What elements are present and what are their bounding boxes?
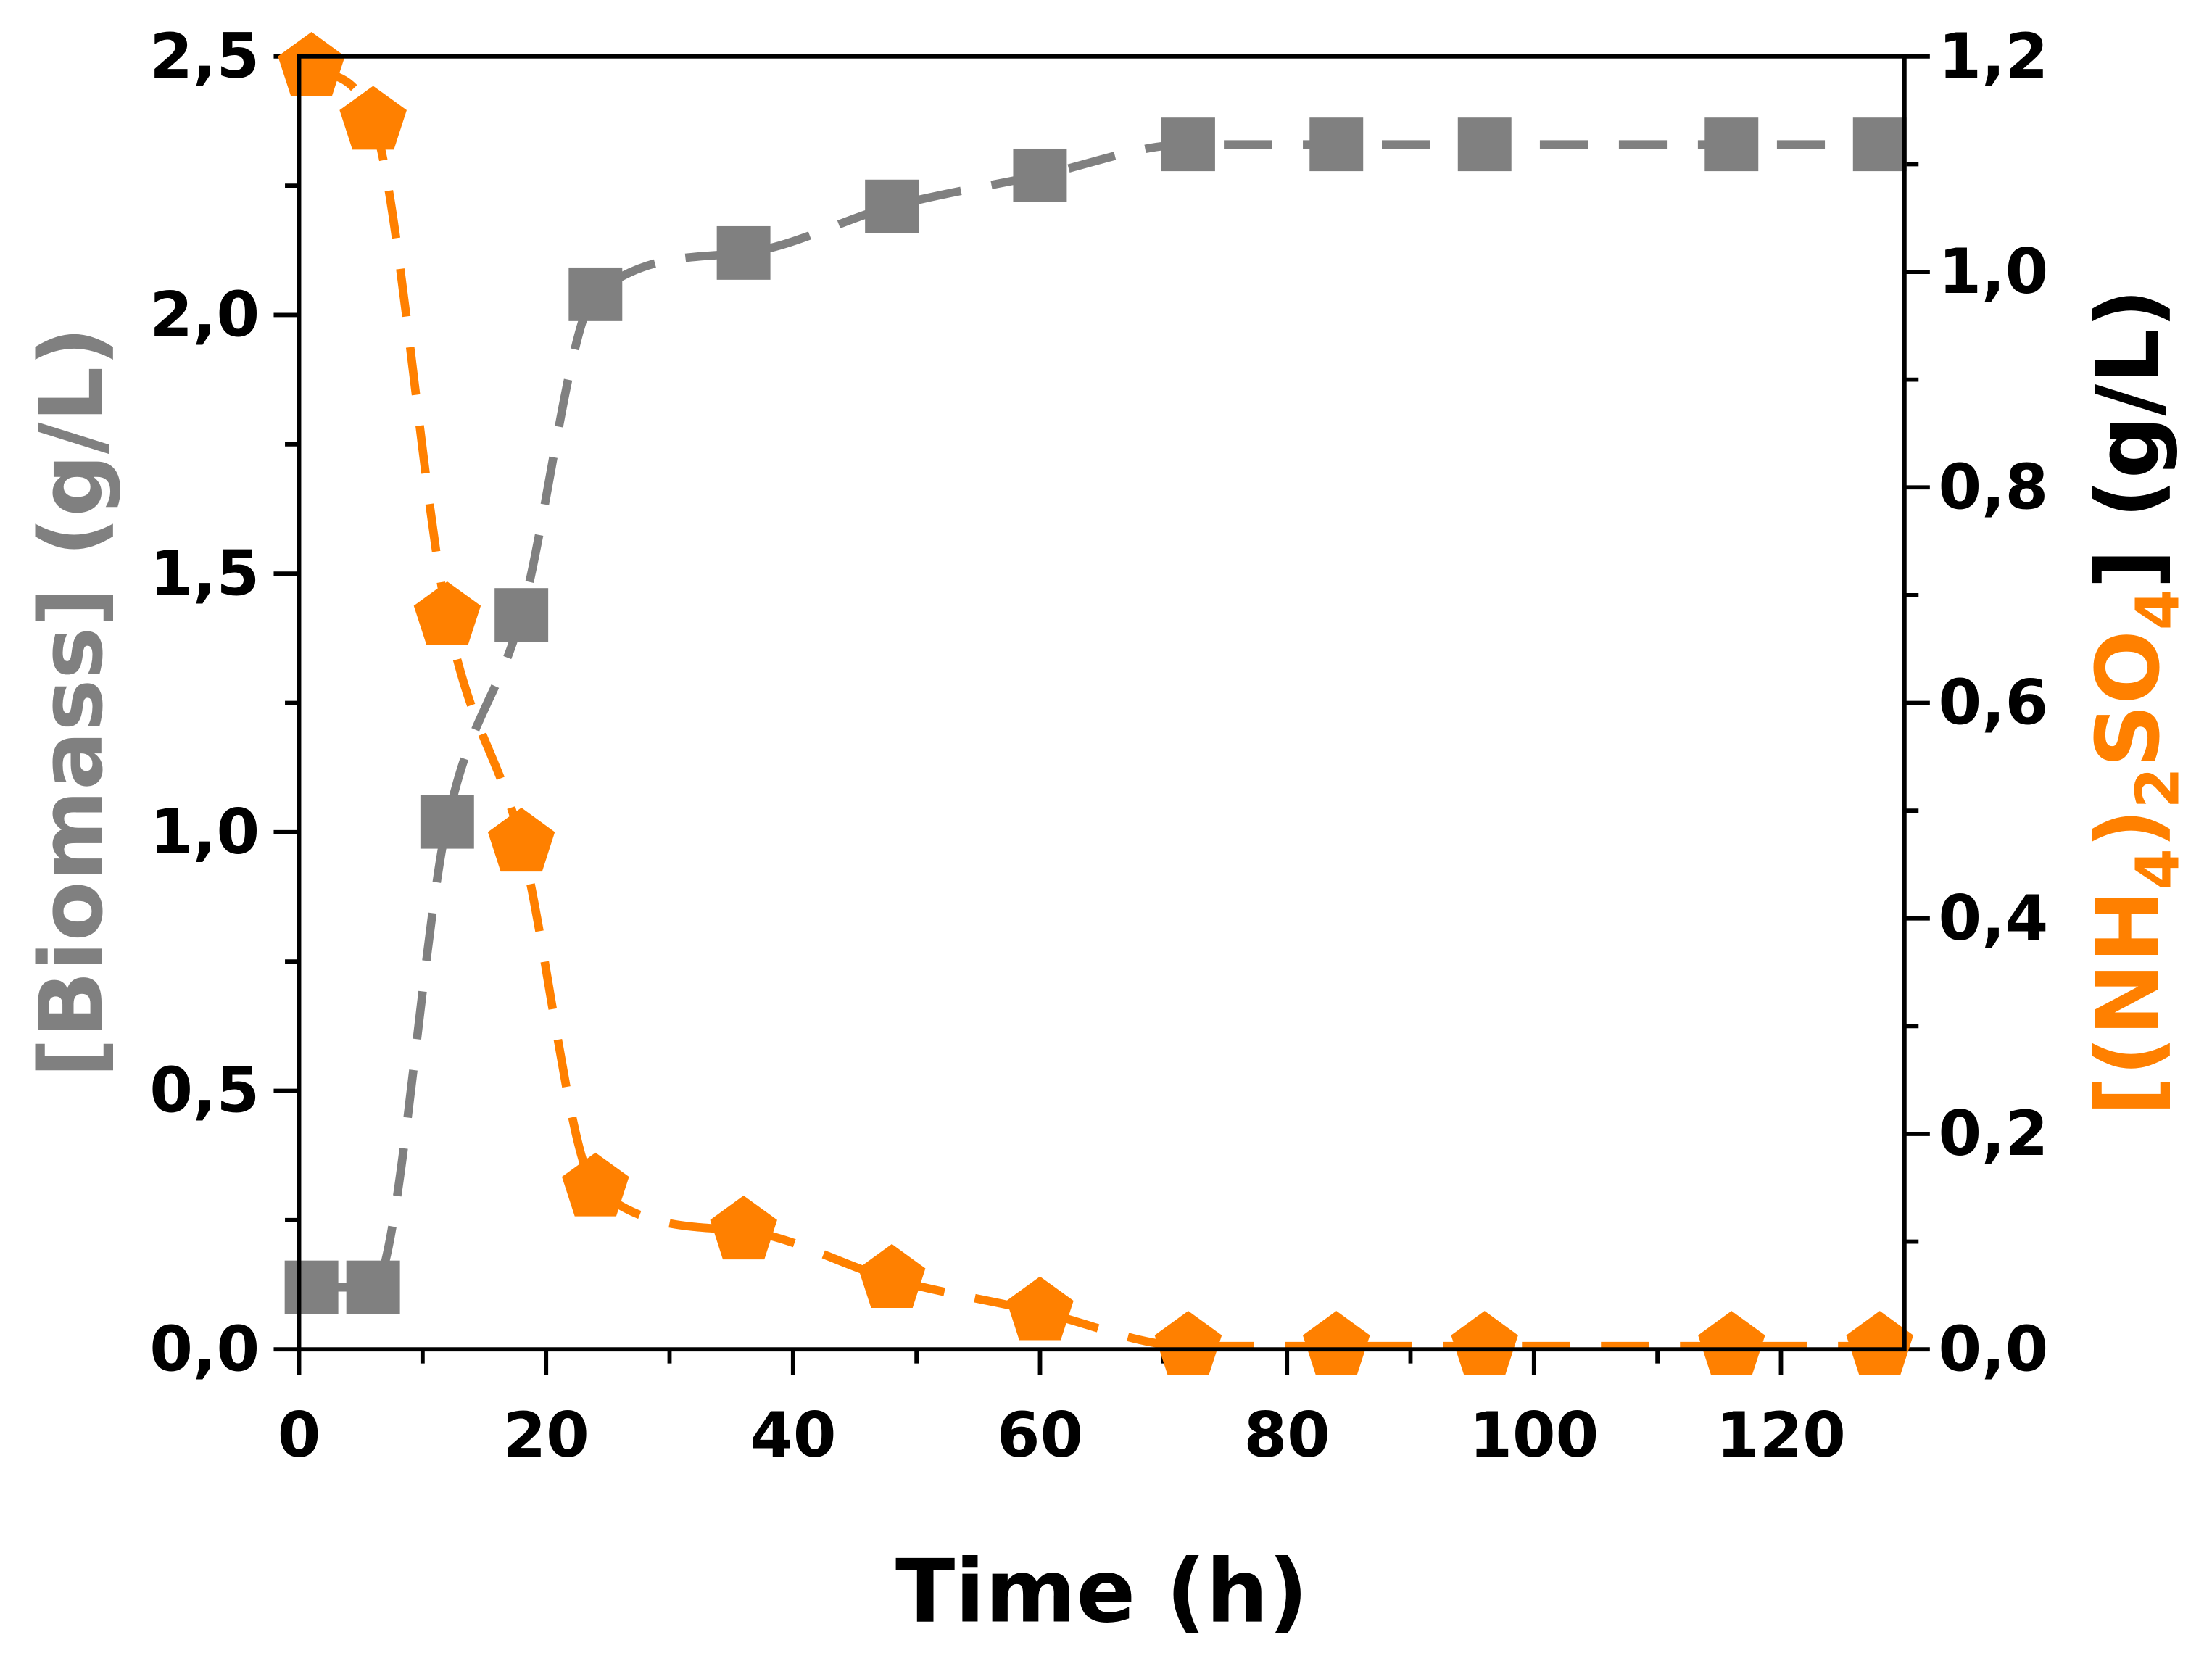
- ammonium-point: [413, 581, 481, 645]
- ammonium-point: [339, 86, 407, 150]
- series-curves: [309, 63, 1880, 1351]
- y-tick-label: 0,5: [149, 1056, 260, 1127]
- ammonium-point: [858, 1243, 926, 1309]
- y2-tick-label: 0,2: [1939, 1098, 2049, 1170]
- biomass-point: [568, 267, 623, 321]
- y2-title-open: [(NH: [2078, 890, 2179, 1116]
- biomass-point: [865, 179, 919, 233]
- ammonium-point: [1451, 1311, 1518, 1375]
- y2-tick-label: 0,8: [1939, 452, 2049, 523]
- biomass-curve: [311, 140, 1880, 1292]
- y-axis-title: [Biomass] (g/L): [21, 326, 123, 1077]
- x-tick-label: 80: [1244, 1400, 1330, 1472]
- y2-title-sub3: 4: [2124, 589, 2192, 630]
- x-axis-title: Time (h): [895, 1541, 1308, 1643]
- y-tick-label: 1,0: [149, 797, 260, 869]
- x-tick-label: 20: [503, 1400, 589, 1472]
- y2-axis-title: [(NH4)2SO4] (g/L): [2078, 289, 2192, 1116]
- ammonium-point: [1302, 1311, 1370, 1375]
- biomass-point: [284, 1260, 339, 1314]
- y2-tick-label: 1,0: [1939, 236, 2049, 308]
- y2-tick-label: 0,0: [1939, 1314, 2049, 1385]
- biomass-point: [1457, 117, 1512, 172]
- ammonium-point: [562, 1152, 629, 1217]
- y2-tick-label: 0,4: [1939, 883, 2049, 955]
- y2-title-mid: ): [2078, 808, 2179, 848]
- biomass-point: [1309, 117, 1364, 172]
- biomass-point: [1161, 117, 1215, 172]
- biomass-point: [716, 225, 771, 280]
- y2-tick-label: 1,2: [1939, 21, 2049, 93]
- biomass-point: [1852, 117, 1907, 172]
- x-tick-label: 0: [278, 1400, 321, 1472]
- axis-ticks: [273, 54, 1930, 1375]
- ammonium-curve: [309, 63, 1880, 1351]
- x-tick-label: 60: [997, 1400, 1083, 1472]
- ammonium-point: [1698, 1311, 1765, 1375]
- x-tick-label: 40: [750, 1400, 836, 1472]
- ammonium-point: [1154, 1311, 1222, 1375]
- y-tick-label: 2,5: [149, 21, 260, 93]
- ammonium-point: [1006, 1276, 1074, 1341]
- y2-tick-label: 0,6: [1939, 668, 2049, 740]
- x-tick-label: 120: [1716, 1400, 1846, 1472]
- biomass-point: [494, 588, 549, 642]
- ammonium-point: [1846, 1311, 1914, 1375]
- x-tick-label: 100: [1469, 1400, 1599, 1472]
- plot-frame: [297, 54, 1907, 1352]
- y-tick-label: 0,0: [149, 1314, 260, 1385]
- series-markers: [278, 31, 1914, 1375]
- biomass-point: [346, 1260, 400, 1314]
- y-tick-label: 1,5: [149, 538, 260, 610]
- y2-title-close: ] (g/L): [2078, 289, 2179, 589]
- y2-title-sub2: 2: [2124, 767, 2192, 808]
- y2-title-sub1: 4: [2124, 848, 2192, 890]
- tick-labels: 0 20 40 60 80 100 120 0,0 0,5 1,0 1,5 2,0 2,5 0,0 0,2 0…: [149, 21, 2048, 1472]
- ammonium-point: [710, 1196, 777, 1260]
- y2-title-so: SO: [2078, 630, 2179, 767]
- biomass-point: [420, 795, 474, 849]
- ammonium-point: [278, 31, 345, 96]
- ammonium-point: [487, 807, 555, 872]
- biomass-point: [1704, 117, 1759, 172]
- biomass-point: [1013, 148, 1067, 202]
- y-tick-label: 2,0: [149, 280, 260, 352]
